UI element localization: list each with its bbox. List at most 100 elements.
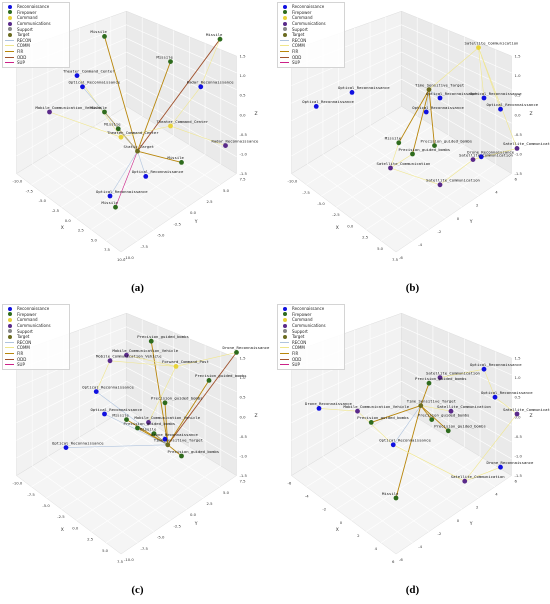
legend-label: Support	[292, 328, 308, 334]
node-reconnaissance	[102, 411, 107, 417]
node-firepower	[168, 59, 173, 64]
x-tick-label: -2.5	[57, 514, 65, 519]
x-tick-label: -10.0	[13, 179, 23, 184]
node-label: Optical_Reconnaissance	[426, 91, 478, 96]
legend-entry: Firepower	[280, 10, 342, 16]
legend-line	[5, 347, 14, 349]
legend-entry: Target	[5, 334, 67, 340]
node-label: Satellite_Communication	[503, 141, 550, 146]
legend-entry: SUP	[5, 362, 67, 368]
gridline	[336, 134, 449, 208]
y-tick-label: 0	[457, 518, 460, 523]
legend-line	[5, 39, 14, 41]
node-command	[476, 45, 481, 50]
legend-entry: FIR	[5, 351, 67, 357]
node-label: Satellite_Communication	[451, 474, 505, 479]
gridline	[16, 380, 127, 441]
legend-line	[280, 364, 289, 366]
edge-fir	[398, 89, 430, 144]
node-label: Static_Target	[124, 144, 154, 149]
legend-swatch	[5, 323, 14, 328]
legend-swatch	[5, 357, 14, 361]
gridline	[322, 154, 430, 230]
node-label: Precision_guided_bombs	[357, 415, 409, 420]
edge-fir	[137, 427, 168, 446]
node-label: Precision_guided_bombs	[124, 421, 176, 426]
x-axis-label: X	[336, 225, 339, 231]
gridline	[401, 367, 512, 426]
y-tick-label: -5.0	[157, 233, 165, 238]
legend-label: Command	[17, 15, 38, 21]
z-tick-label: -0.5	[515, 434, 523, 439]
y-tick-label: 7.5	[240, 177, 247, 182]
edge-fir	[420, 405, 449, 432]
legend-entry: Reconnaissance	[5, 4, 67, 10]
node-communications	[462, 478, 468, 484]
edge-fir	[412, 89, 430, 155]
edge-comm	[390, 142, 400, 169]
legend-entry: Reconnaissance	[280, 306, 342, 312]
legend-swatch	[280, 15, 289, 20]
node-label: Mobile_Communication_Vehicle	[96, 354, 162, 359]
legend-label: COMM	[292, 43, 305, 49]
legend-label: Target	[17, 334, 30, 340]
gridline	[380, 163, 496, 242]
edge-recon	[82, 86, 138, 152]
gridline	[401, 380, 512, 443]
y-tick-label: -10.0	[124, 255, 134, 260]
legend-label: Firepower	[292, 9, 312, 15]
legend-marker	[7, 10, 12, 15]
node-label: Time_Sensitive_Target	[415, 82, 464, 87]
node-command	[118, 134, 124, 140]
node-reconnaissance	[93, 389, 99, 394]
node-firepower	[429, 417, 435, 422]
node-label: Precision_guided_bombs	[421, 138, 473, 143]
y-tick-label: -4	[418, 242, 422, 247]
y-tick-label: 0.0	[190, 210, 197, 215]
gridline	[291, 340, 402, 388]
z-axis-label: Z	[530, 111, 533, 117]
legend-entry: Communications	[5, 323, 67, 329]
edge-recon	[425, 89, 430, 113]
y-tick-label: 4	[495, 492, 498, 497]
legend-swatch	[280, 50, 289, 54]
edge-fir	[104, 36, 138, 152]
z-tick-label: 1.0	[240, 73, 247, 78]
legend-marker	[7, 329, 12, 334]
legend-entry: COMM	[280, 345, 342, 351]
legend-swatch	[280, 4, 289, 9]
node-firepower	[432, 143, 437, 149]
edge-comm	[170, 125, 226, 146]
node-command	[168, 123, 173, 129]
node-label: Optical_Reconnaissance	[52, 440, 104, 445]
z-tick-label: 1.5	[515, 356, 522, 361]
y-tick-label: -4	[418, 544, 422, 549]
y-tick-label: 6	[515, 177, 518, 182]
legend-swatch	[280, 334, 289, 339]
node-label: Mobile_Communication_Vehicle	[36, 105, 102, 110]
x-tick-label: -10.0	[288, 179, 298, 184]
legend-label: FIR	[292, 49, 299, 55]
gridline	[401, 38, 512, 90]
node-firepower	[102, 34, 107, 39]
legend-label: Firepower	[17, 9, 37, 15]
y-axis-label: Y	[194, 521, 198, 527]
node-firepower	[445, 428, 451, 434]
edge-comm	[428, 47, 479, 90]
legend-entry: FIR	[5, 49, 67, 55]
gridline	[126, 353, 237, 409]
node-firepower	[151, 431, 157, 436]
edge-comm	[170, 86, 201, 127]
legend-label: ODD	[17, 54, 27, 60]
node-label: Missile	[385, 136, 402, 141]
edge-comm	[390, 167, 441, 186]
legend-marker	[282, 306, 287, 311]
z-tick-label: -1.5	[240, 171, 248, 176]
gridline	[47, 154, 155, 230]
legend-line	[5, 364, 14, 366]
legend-swatch	[5, 340, 14, 344]
y-tick-label: 2.5	[207, 501, 214, 506]
legend-line	[280, 56, 289, 58]
node-firepower	[102, 109, 107, 115]
gridline	[401, 326, 512, 376]
